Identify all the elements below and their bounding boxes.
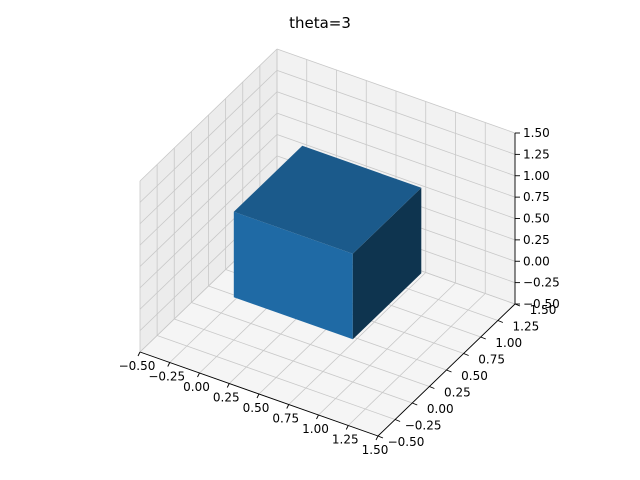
x-tick-mark xyxy=(316,414,319,420)
z-tick-label: 0.00 xyxy=(523,254,550,268)
x-tick-mark xyxy=(137,351,141,357)
y-tick-label: 0.50 xyxy=(461,369,488,383)
bars-layer xyxy=(233,145,422,340)
x-tick-mark xyxy=(345,425,349,430)
x-tick-mark xyxy=(197,372,200,378)
y-tick-label: −0.50 xyxy=(388,435,425,449)
x-tick-mark xyxy=(286,404,290,409)
grid-line-z-left xyxy=(139,112,278,246)
z-tick-label: 0.75 xyxy=(523,190,550,204)
y-tick-label: 0.00 xyxy=(427,402,454,416)
grid-line-z-back xyxy=(276,48,516,134)
bar-top-face xyxy=(233,145,422,254)
grid-line-z-back xyxy=(276,91,516,177)
grid-line-z-back xyxy=(276,134,516,219)
z-tick-label: 1.25 xyxy=(523,147,550,161)
x-tick-mark xyxy=(375,435,379,441)
z-tick-label: −0.25 xyxy=(523,276,560,290)
y-tick-mark xyxy=(429,386,435,389)
z-tick-label: 0.50 xyxy=(523,212,550,226)
x-tick-label: 1.25 xyxy=(332,433,359,447)
y-tick-mark xyxy=(446,369,452,373)
y-tick-label: −0.25 xyxy=(405,419,442,433)
grid-line-z-left xyxy=(139,155,278,289)
x-tick-label: 0.25 xyxy=(213,391,240,405)
grid-line-z-left xyxy=(139,134,278,267)
x-tick-mark xyxy=(167,362,171,367)
grid-line-y-floor xyxy=(174,318,413,404)
y-tick-label: 1.00 xyxy=(495,336,522,350)
z-tick-label: 1.50 xyxy=(523,126,550,140)
y-tick-label: 0.75 xyxy=(478,353,505,367)
x-tick-label: 0.50 xyxy=(243,401,270,415)
y-tick-label: 0.25 xyxy=(444,386,471,400)
bar-side-face xyxy=(352,187,422,340)
z-tick-label: −0.50 xyxy=(523,297,560,311)
grid-line-z-left xyxy=(139,91,278,225)
x-tick-mark xyxy=(226,383,230,388)
grid-line-y-floor xyxy=(191,302,430,387)
bar-front-face xyxy=(233,211,353,340)
x-tick-mark xyxy=(256,393,260,399)
y-tick-mark xyxy=(394,419,401,422)
grid-line-z-left xyxy=(139,70,278,203)
chart-title: theta=3 xyxy=(289,14,351,32)
z-tick-label: 0.25 xyxy=(523,233,550,247)
y-tick-mark xyxy=(497,320,504,323)
y-tick-label: 1.25 xyxy=(513,320,540,334)
x-tick-label: 0.00 xyxy=(183,380,210,394)
x-tick-label: −0.25 xyxy=(148,370,185,384)
x-tick-label: 1.50 xyxy=(362,443,389,457)
y-tick-mark xyxy=(377,435,384,439)
y-tick-mark xyxy=(480,336,486,340)
y-tick-label: 1.50 xyxy=(530,303,557,317)
x-tick-label: −0.50 xyxy=(119,359,156,373)
grid-line-y-floor xyxy=(156,335,396,420)
grid-line-z-back xyxy=(276,112,516,198)
grid-line-z-back xyxy=(276,69,516,155)
y-tick-mark xyxy=(412,402,418,406)
y-tick-mark xyxy=(463,353,469,356)
z-tick-label: 1.00 xyxy=(523,169,550,183)
x-tick-label: 1.00 xyxy=(302,422,329,436)
x-tick-label: 0.75 xyxy=(272,412,299,426)
axes-ticks: −0.50−0.250.000.250.500.751.001.251.50−0… xyxy=(119,126,560,457)
grid-line-z-left xyxy=(139,48,278,182)
